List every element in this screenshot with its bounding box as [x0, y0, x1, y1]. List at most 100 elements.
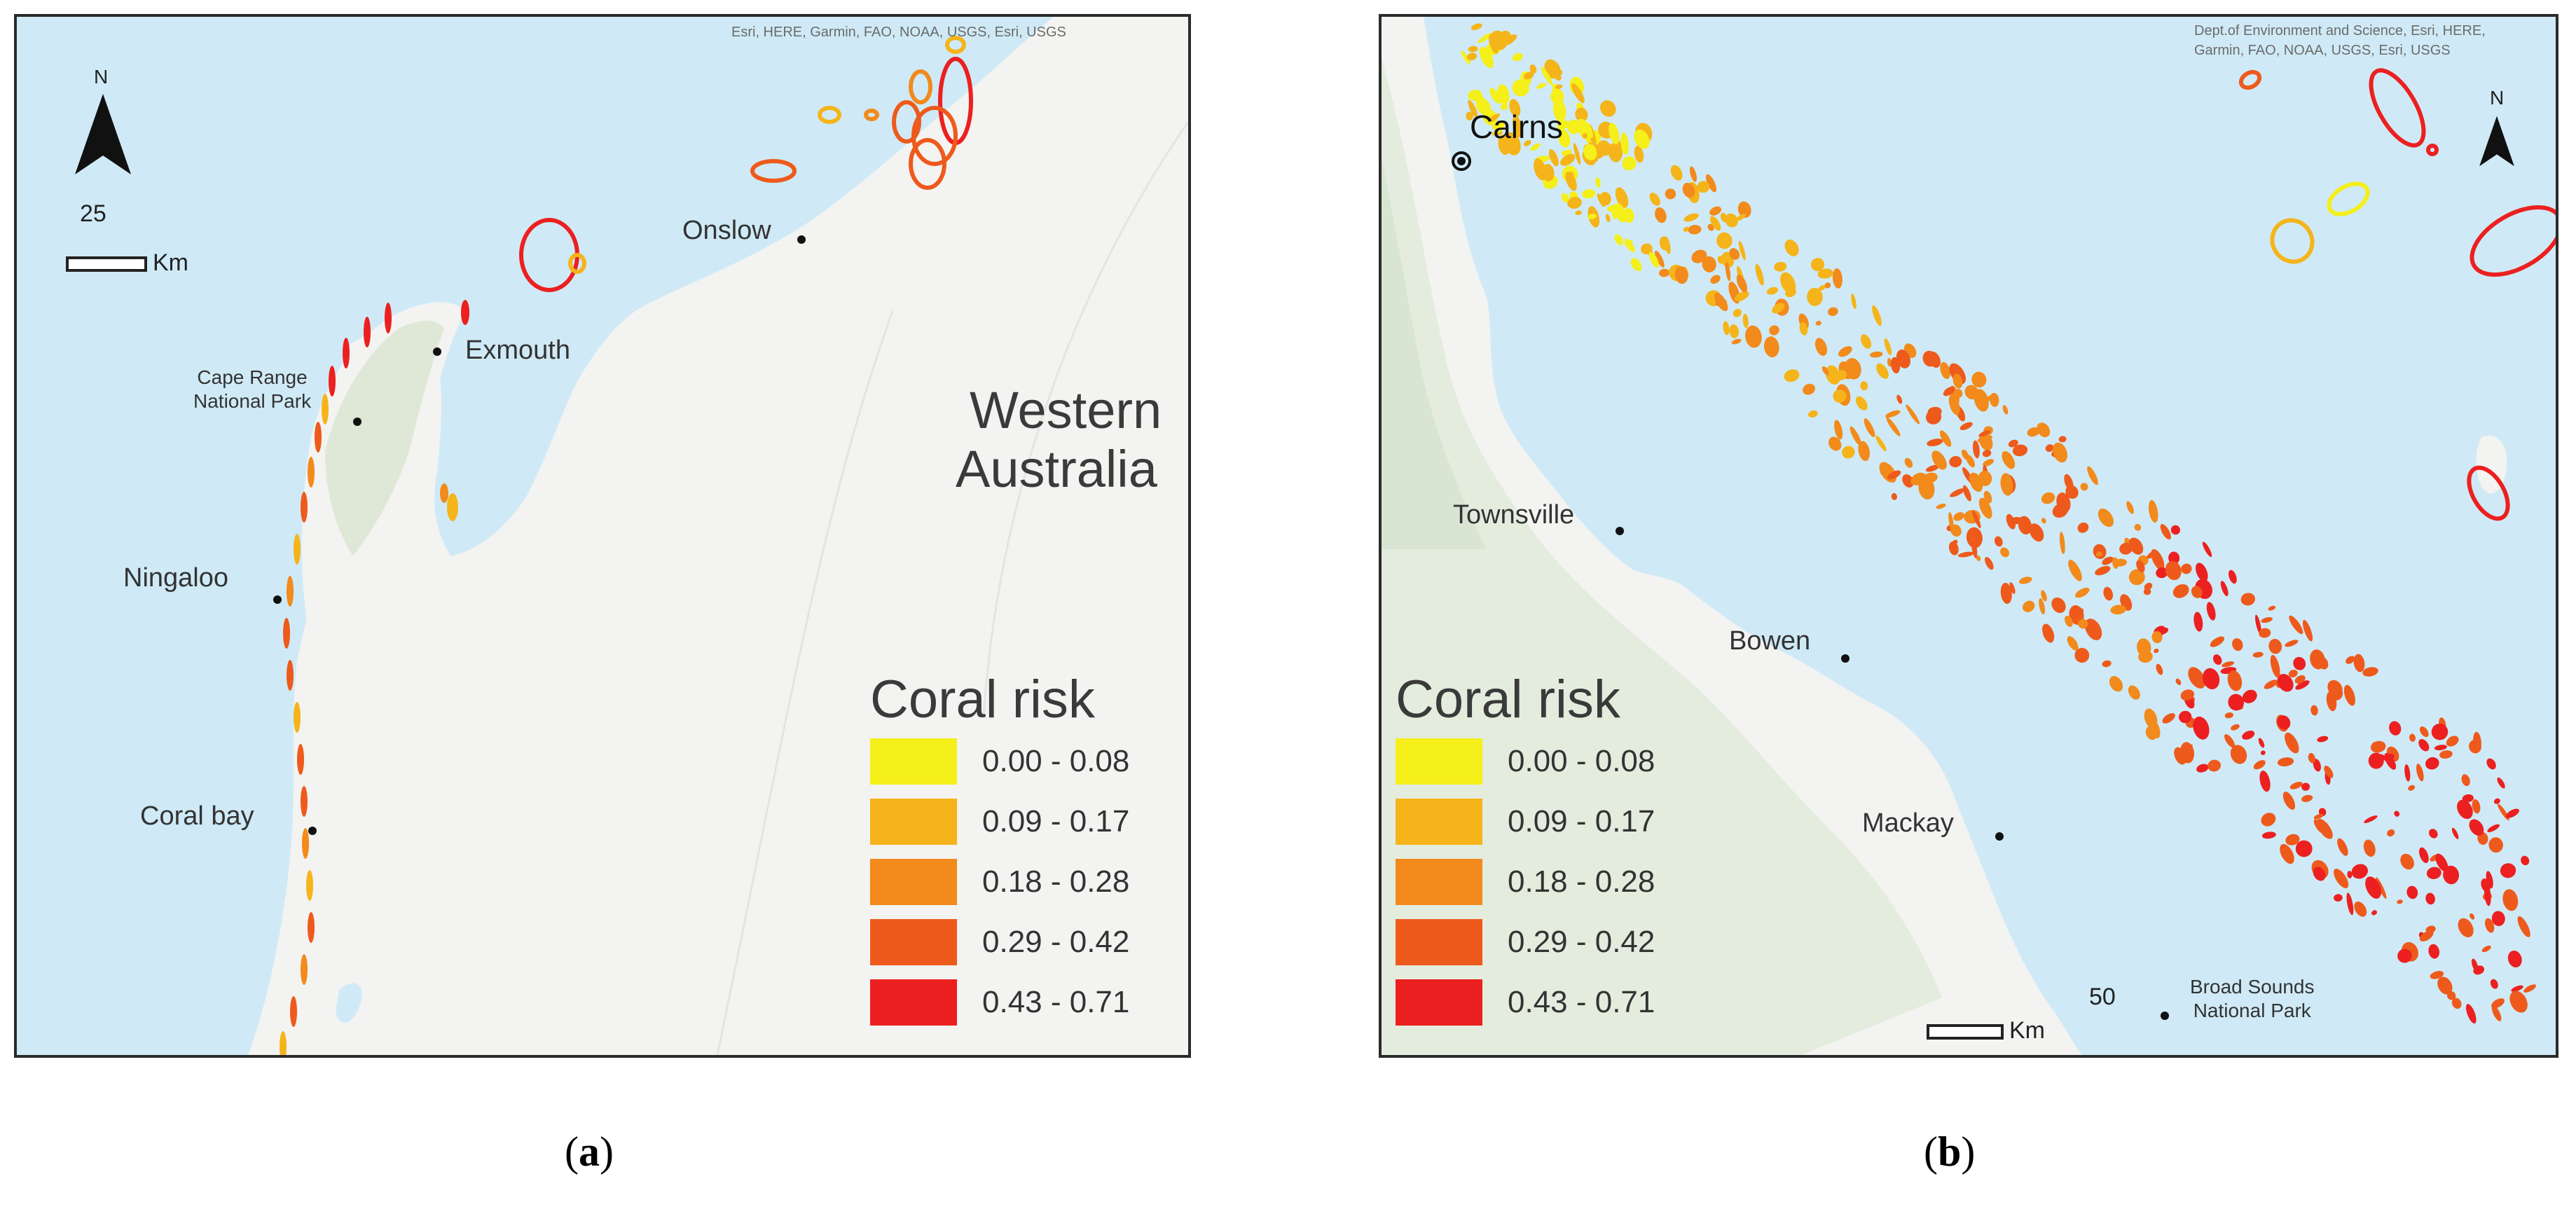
reef-shape	[2148, 499, 2158, 523]
mainland-western-australia	[248, 17, 1188, 1055]
broad-sounds-marker	[2161, 1012, 2169, 1020]
reef-shape	[2517, 916, 2530, 937]
reef-shape	[1634, 146, 1644, 163]
reef-shape	[2487, 824, 2500, 832]
reef-shape	[2179, 710, 2192, 724]
reef-shape	[2261, 813, 2276, 827]
reef-shape	[2470, 913, 2475, 920]
reef-shape	[2270, 654, 2280, 678]
cape-range-marker	[353, 418, 361, 426]
reef-shape	[2258, 738, 2265, 748]
reef-shape	[2259, 628, 2271, 638]
reef-shape	[1966, 527, 1983, 549]
reef-shape	[1976, 556, 1981, 561]
reef-shape	[2351, 864, 2368, 879]
reef-shape	[343, 338, 350, 368]
reef-shape	[280, 1031, 287, 1055]
reef-shape	[1978, 497, 1992, 519]
reef-shape	[294, 534, 301, 565]
reef-shape	[1466, 111, 1473, 120]
reef-shape	[2008, 439, 2018, 448]
legend-swatch	[1396, 859, 1482, 905]
legend-title: Coral risk	[1396, 670, 1620, 729]
reef-shape	[2486, 758, 2496, 770]
place-markers-b	[1452, 151, 2169, 1020]
reef-shape	[2500, 863, 2516, 878]
reef-shape	[385, 303, 392, 333]
reef-shape	[1833, 389, 1847, 403]
reef-shape	[2334, 869, 2349, 888]
reef-layer-a	[280, 36, 973, 1055]
legend-row: 0.18 - 0.28	[1396, 852, 1655, 912]
reef-shape	[2317, 656, 2329, 670]
reef-shape	[2238, 69, 2262, 90]
legend-swatch	[1396, 738, 1482, 785]
reef-shape	[1769, 325, 1779, 336]
reef-shape	[1814, 338, 1828, 356]
reef-shape	[2364, 815, 2378, 823]
reef-shape	[1825, 365, 1840, 385]
reef-shape	[1557, 113, 1564, 121]
reef-shape	[1573, 143, 1581, 165]
reef-shape	[1923, 472, 1938, 483]
reef-shape	[2397, 899, 2403, 904]
reef-shape	[1925, 464, 1940, 472]
reef-shape	[2061, 506, 2070, 512]
place-cairns: Cairns	[1470, 109, 1563, 145]
reef-shape	[1731, 338, 1742, 345]
terrain-green-2	[1382, 157, 1487, 549]
reef-shape	[2143, 588, 2151, 595]
reef-shape	[2128, 685, 2140, 700]
reef-shape	[2052, 503, 2069, 518]
reef-shape	[2288, 669, 2298, 678]
reef-shape	[2313, 867, 2326, 881]
legend-row: 0.43 - 0.71	[1396, 972, 1655, 1033]
reef-shape	[2324, 766, 2334, 778]
reef-shape	[1683, 213, 1699, 222]
reef-shape	[864, 109, 879, 121]
reef-shape	[2260, 750, 2266, 755]
reef-shape	[750, 159, 797, 183]
reef-shape	[1477, 90, 1484, 109]
reef-shape	[2347, 871, 2353, 878]
reef-shape	[2437, 977, 2453, 995]
reef-shape	[2029, 523, 2044, 542]
map-attribution: Esri, HERE, Garmin, FAO, NOAA, USGS, Esr…	[731, 25, 1066, 40]
reef-shape	[1691, 249, 1707, 263]
reef-shape	[1943, 386, 1955, 396]
reef-shape	[2078, 619, 2088, 629]
reef-shape	[1697, 181, 1710, 193]
reef-shape	[1702, 256, 1716, 273]
reef-shape	[1817, 268, 1833, 279]
reef-shape	[2168, 551, 2180, 565]
reef-shape	[2207, 759, 2221, 772]
reef-shape	[1571, 83, 1585, 104]
reef-shape	[1606, 204, 1623, 212]
reef-shape	[1575, 210, 1582, 215]
reef-shape	[1922, 350, 1937, 367]
reef-shape	[1620, 132, 1629, 156]
reef-shape	[308, 912, 315, 943]
reef-shape	[1683, 226, 1689, 232]
reef-shape	[2446, 736, 2459, 747]
reef-shape	[1582, 133, 1588, 139]
reef-shape	[2469, 740, 2481, 754]
reef-shape	[283, 618, 290, 649]
map-attribution: Dept.of Environment and Science, Esri, H…	[2194, 23, 2486, 58]
reef-shape	[1567, 197, 1582, 209]
reef-shape	[1885, 410, 1901, 418]
reef-shape	[2457, 799, 2473, 820]
reef-shape	[2041, 492, 2055, 504]
reef-shape	[2295, 840, 2313, 857]
reef-shape	[1659, 236, 1669, 251]
reef-shape	[1659, 268, 1670, 277]
reef-shape	[2485, 918, 2495, 933]
reef-shape	[2109, 676, 2123, 692]
reef-shape	[1799, 322, 1808, 336]
reef-shape	[2408, 785, 2416, 791]
reef-shape	[1810, 258, 1825, 272]
reef-shape	[2045, 444, 2054, 453]
reef-shape	[1864, 418, 1875, 438]
legend-swatch	[1396, 919, 1482, 965]
reef-shape	[2497, 777, 2505, 789]
